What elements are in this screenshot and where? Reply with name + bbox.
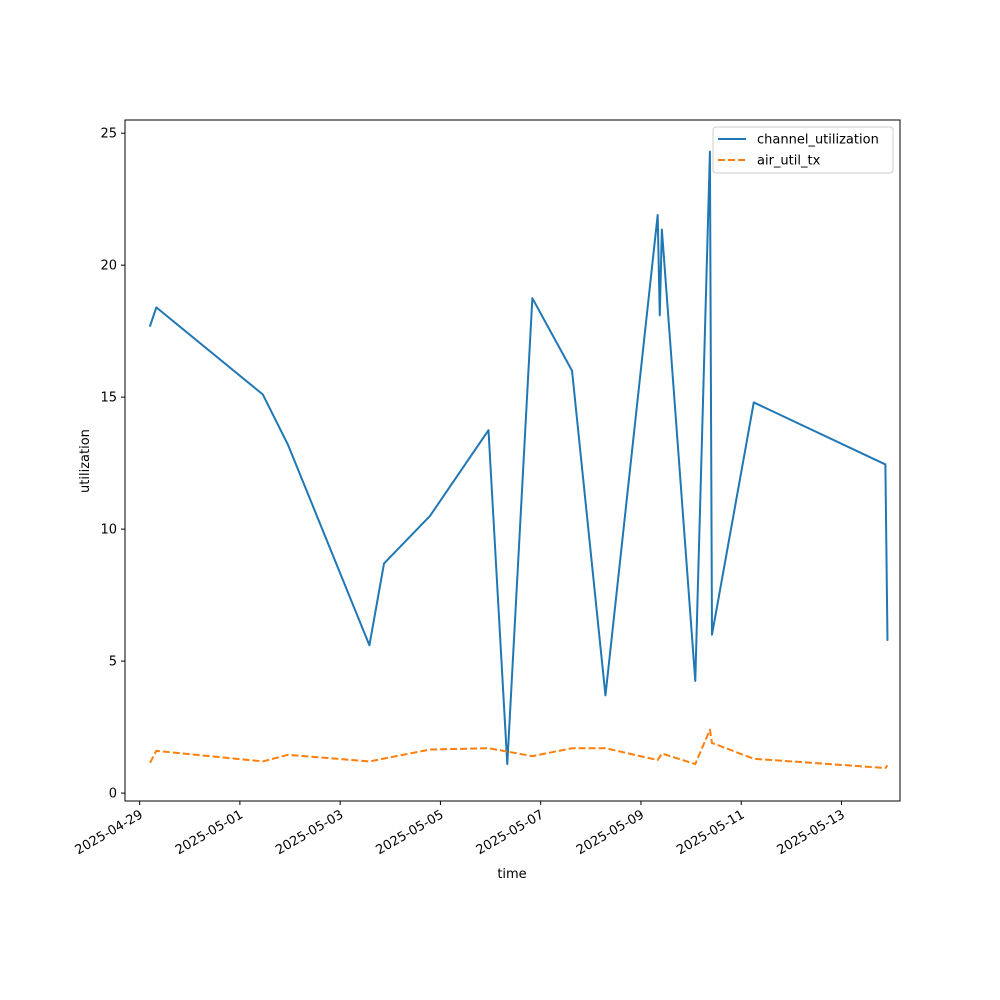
legend-label-channel-utilization: channel_utilization xyxy=(757,133,879,148)
y-tick-label: 5 xyxy=(109,655,117,670)
series-line-air-util-tx xyxy=(149,728,889,770)
y-tick-label: 10 xyxy=(100,523,117,538)
y-tick-label: 25 xyxy=(100,127,117,142)
legend-label-air-util-tx: air_util_tx xyxy=(757,154,821,169)
y-axis-label: utilization xyxy=(78,429,93,493)
y-tick-label: 20 xyxy=(100,259,117,274)
y-tick-label: 0 xyxy=(109,787,117,802)
axes-frame xyxy=(124,119,901,802)
series-line-channel-utilization xyxy=(149,150,889,766)
plot-area xyxy=(149,150,889,770)
legend: channel_utilization air_util_tx xyxy=(712,126,894,174)
x-axis-label: time xyxy=(497,867,526,882)
legend-box xyxy=(712,126,894,174)
y-tick-label: 15 xyxy=(100,391,117,406)
